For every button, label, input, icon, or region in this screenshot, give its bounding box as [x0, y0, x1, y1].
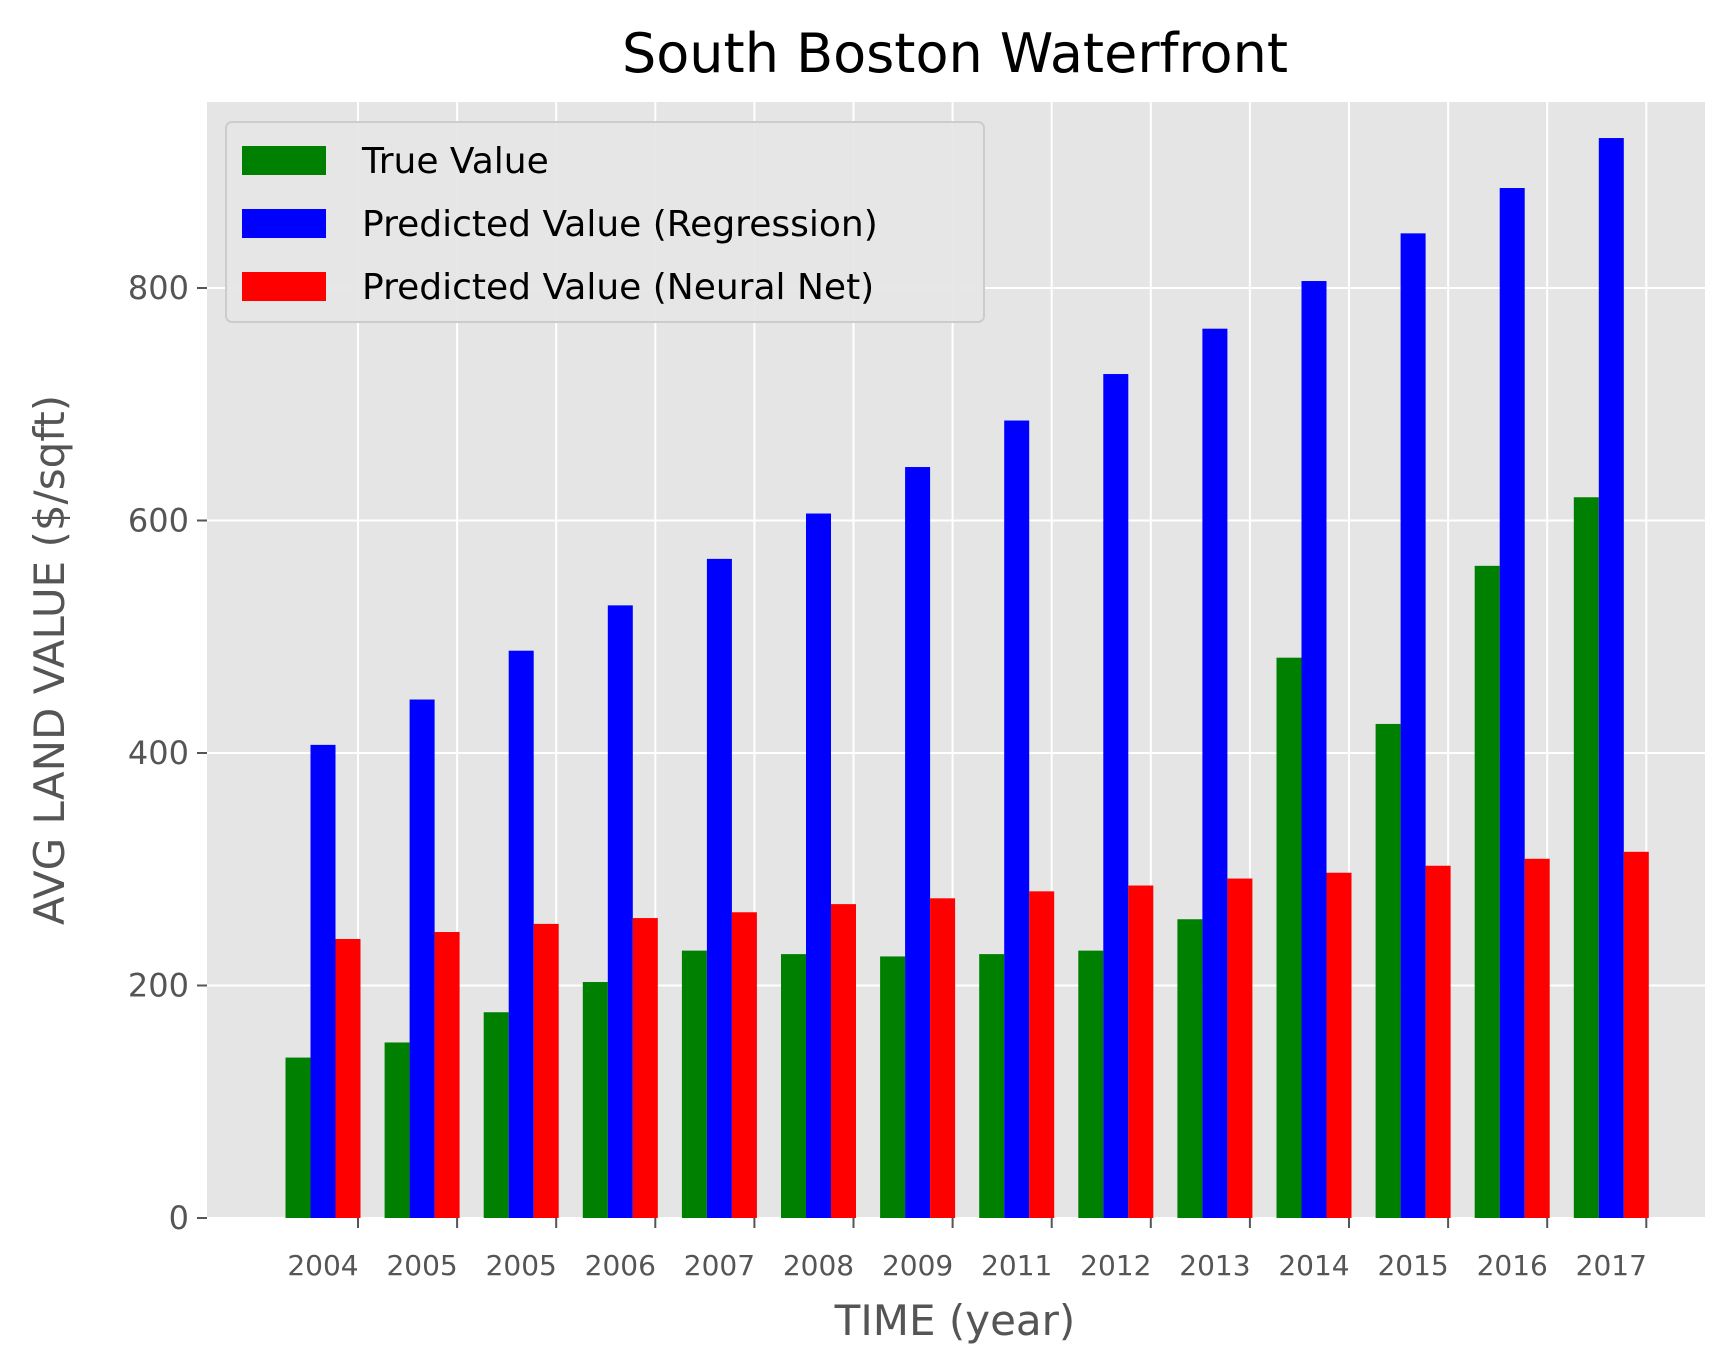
bars: [285, 138, 1649, 1219]
x-tick-label: 2006: [585, 1249, 656, 1282]
y-tick-label: 200: [128, 967, 189, 1005]
chart-title: South Boston Waterfront: [622, 22, 1288, 85]
x-tick-label: 2013: [1179, 1249, 1250, 1282]
bar-series-0: [880, 956, 906, 1218]
legend-label-true-value: True Value: [361, 141, 549, 182]
bar-series-1: [1301, 281, 1327, 1218]
x-tick-label: 2012: [1080, 1249, 1151, 1282]
bar-series-1: [1103, 374, 1129, 1218]
legend-label-neural-net: Predicted Value (Neural Net): [362, 267, 874, 308]
bar-series-2: [533, 923, 559, 1218]
bar-series-2: [1227, 878, 1253, 1218]
bar-series-1: [1202, 328, 1228, 1218]
x-tick-label: 2017: [1576, 1249, 1647, 1282]
bar-series-1: [1004, 420, 1030, 1218]
bar-series-2: [1029, 891, 1055, 1218]
bar-series-0: [1375, 723, 1401, 1218]
bar-series-1: [905, 467, 931, 1218]
y-axis-label: AVG LAND VALUE ($/sqft): [25, 395, 74, 925]
x-tick-label: 2015: [1377, 1249, 1448, 1282]
bar-series-0: [483, 1012, 509, 1218]
bar-series-1: [1400, 233, 1426, 1219]
bar-series-1: [409, 699, 435, 1218]
bar-series-0: [979, 954, 1005, 1218]
y-tick-label: 800: [128, 269, 189, 307]
bar-series-1: [1499, 188, 1525, 1218]
bar-series-0: [1573, 497, 1599, 1218]
bar-series-2: [632, 918, 658, 1218]
bar-series-0: [384, 1042, 410, 1218]
bar-series-0: [1474, 565, 1500, 1218]
y-tick-label: 0: [169, 1199, 189, 1237]
bar-series-2: [1524, 858, 1550, 1218]
x-tick-label: 2009: [882, 1249, 953, 1282]
x-tick-label: 2005: [486, 1249, 557, 1282]
x-tick-label: 2016: [1477, 1249, 1548, 1282]
bar-series-0: [1276, 657, 1302, 1218]
bar-series-2: [1128, 885, 1154, 1218]
bar-series-2: [335, 939, 361, 1218]
x-tick-label: 2008: [783, 1249, 854, 1282]
bar-series-1: [706, 558, 732, 1218]
bar-series-1: [310, 744, 336, 1218]
bar-series-2: [1425, 865, 1451, 1218]
x-axis-label: TIME (year): [834, 1296, 1076, 1345]
x-tick-label: 2005: [386, 1249, 457, 1282]
x-tick-label: 2011: [981, 1249, 1052, 1282]
legend-swatch-regression: [242, 209, 326, 238]
bar-series-2: [1326, 872, 1352, 1218]
x-tick-label: 2004: [287, 1249, 358, 1282]
bar-series-0: [1177, 919, 1203, 1218]
bar-series-0: [582, 982, 608, 1218]
bar-series-0: [681, 950, 707, 1218]
bar-series-2: [930, 898, 956, 1218]
bar-series-2: [1623, 851, 1649, 1218]
x-tick-label: 2007: [684, 1249, 755, 1282]
legend-swatch-neural-net: [242, 272, 326, 301]
y-axis-ticks: 0 200 400 600 800: [128, 269, 207, 1237]
bar-series-1: [607, 605, 633, 1218]
bar-series-0: [285, 1057, 311, 1218]
x-tick-label: 2014: [1278, 1249, 1349, 1282]
bar-series-1: [1598, 138, 1624, 1219]
bar-series-0: [781, 954, 806, 1218]
y-tick-label: 400: [128, 734, 189, 772]
legend-label-regression: Predicted Value (Regression): [362, 204, 878, 245]
bar-series-1: [508, 650, 534, 1218]
legend: True Value Predicted Value (Regression) …: [225, 121, 985, 323]
bar-series-1: [806, 513, 831, 1218]
y-tick-label: 600: [128, 502, 189, 540]
x-axis-ticks: 2004 2005 2005 2006 2007 2008 2009 2011 2012 2013…: [287, 1218, 1648, 1282]
bar-series-0: [1078, 950, 1104, 1218]
bar-series-2: [434, 932, 460, 1218]
bar-series-2: [731, 912, 757, 1218]
legend-swatch-true-value: [242, 146, 326, 175]
legend-box: [225, 121, 985, 323]
bar-series-2: [831, 904, 856, 1218]
